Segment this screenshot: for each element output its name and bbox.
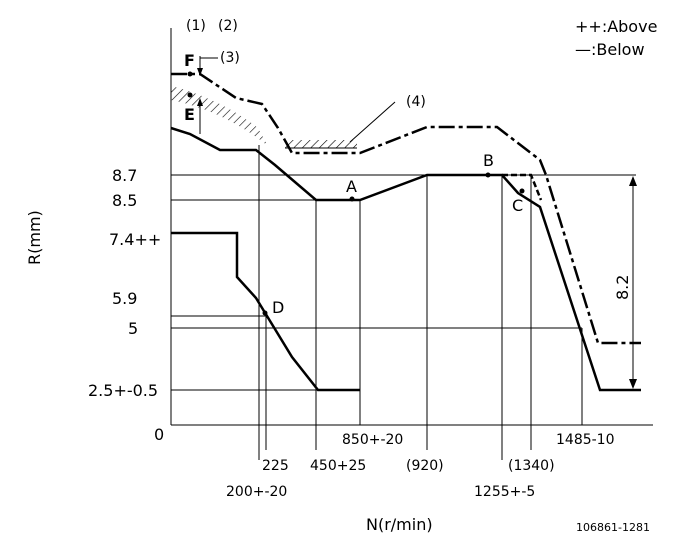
doc-code: 106861-1281: [576, 521, 650, 534]
x-tick-1255: 1255+-5: [474, 484, 535, 500]
dimension-label: 8.2: [613, 275, 632, 300]
label-c: C: [512, 196, 523, 215]
x-axis-label: N(r/min): [366, 515, 433, 534]
hatch-band-idle: [285, 140, 357, 148]
curve-start-low: [171, 231, 360, 392]
x-tick-225: 225: [262, 458, 289, 474]
arrow-down-icon: [629, 379, 637, 389]
y-tick-8-5: 8.5: [112, 191, 137, 210]
point-a-dot: [349, 196, 355, 202]
point-c-dot: [519, 188, 525, 194]
y-tick-2-5: 2.5+-0.5: [88, 381, 158, 400]
label-e: E: [184, 105, 195, 124]
label-a: A: [346, 177, 357, 196]
arrow-e-icon: [197, 98, 203, 106]
x-tick-850: 850+-20: [342, 432, 403, 448]
callout-2: (2): [218, 18, 238, 34]
x-tick-450: 450+25: [310, 458, 366, 474]
x-tick-920: (920): [406, 458, 444, 474]
label-b: B: [483, 151, 494, 170]
y-tick-5-9: 5.9: [112, 289, 137, 308]
label-d: D: [272, 298, 284, 317]
y-tick-7-4: 7.4++: [109, 230, 161, 249]
callout-3: (3): [220, 50, 240, 66]
y-tick-8-7: 8.7: [112, 166, 137, 185]
y-tick-zero: 0: [154, 425, 164, 444]
y-tick-5: 5: [128, 319, 138, 338]
arrow-f-icon: [197, 68, 203, 76]
curve-full-load-high: [171, 72, 641, 345]
curve-full-load-low: [170, 126, 641, 392]
legend-below: —:Below: [575, 40, 645, 59]
legend-above: ++:Above: [575, 17, 657, 36]
curve-transition: [502, 173, 543, 201]
x-tick-1485: 1485-10: [556, 432, 615, 448]
point-d-dot: [262, 310, 268, 316]
point-e-dot: [187, 92, 193, 98]
point-f-dot: [187, 71, 193, 77]
arrow-up-icon: [629, 176, 637, 186]
x-tick-1340: (1340): [508, 458, 555, 474]
x-tick-200: 200+-20: [226, 484, 287, 500]
label-f: F: [184, 51, 195, 70]
point-b-dot: [485, 172, 491, 178]
callout-4-leader: [349, 101, 396, 143]
callout-1: (1): [186, 18, 206, 34]
callout-4: (4): [406, 94, 426, 110]
y-axis-label: R(mm): [25, 210, 44, 265]
hatch-band-low-speed: [171, 86, 268, 146]
